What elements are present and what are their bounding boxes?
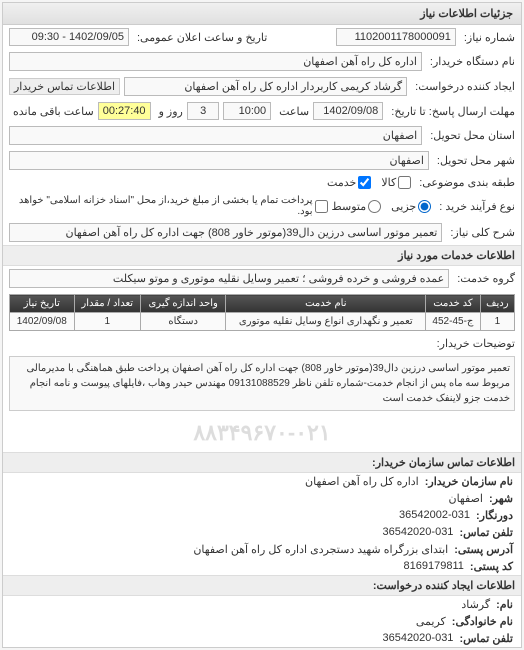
contact-post: 8169179811	[404, 560, 464, 573]
cell-unit: دستگاه	[140, 313, 226, 331]
buyer-org: اداره کل راه آهن اصفهان	[9, 52, 422, 71]
services-table: ردیف کد خدمت نام خدمت واحد اندازه گیری ت…	[9, 294, 515, 331]
col-unit: واحد اندازه گیری	[140, 295, 226, 313]
col-date: تاریخ نیاز	[10, 295, 75, 313]
lbl-time: ساعت	[275, 105, 309, 118]
lbl-remaining: ساعت باقی مانده	[9, 105, 94, 118]
col-code: کد خدمت	[426, 295, 481, 313]
announce-datetime: 1402/09/05 - 09:30	[9, 28, 129, 46]
cell-qty: 1	[74, 313, 140, 331]
checkbox-goods[interactable]	[398, 176, 411, 189]
lbl-contact-phone: تلفن تماس:	[459, 526, 513, 539]
province: اصفهان	[9, 126, 422, 145]
lbl-desc: توضیحات خریدار:	[433, 337, 515, 350]
process-group: جزیی متوسط	[332, 200, 432, 213]
subject: تعمیر موتور اساسی درزین دال39(موتور خاور…	[9, 223, 442, 242]
watermark-row: ۸۸۳۴۹۶۷۰-۰۲۱	[3, 414, 521, 452]
lbl-contact-fax: دورنگار:	[476, 509, 513, 522]
deadline-date: 1402/09/08	[313, 102, 383, 120]
contact-org: اداره کل راه آهن اصفهان	[305, 475, 419, 488]
cell-name: تعمیر و نگهداری انواع وسایل نقلیه موتوری	[226, 313, 426, 331]
lbl-city: شهر محل تحویل:	[433, 154, 515, 167]
req-phone: 36542020-031	[382, 632, 453, 645]
col-row: ردیف	[480, 295, 514, 313]
city: اصفهان	[9, 151, 429, 170]
check-treasury[interactable]: پرداخت تمام یا بخشی از مبلغ خرید،از محل …	[9, 195, 328, 217]
cell-code: ج-45-452	[426, 313, 481, 331]
radio-medium[interactable]: متوسط	[332, 200, 382, 213]
details-panel: جزئیات اطلاعات نیاز شماره نیاز: 11020011…	[2, 2, 522, 648]
lbl-days: روز و	[155, 105, 183, 118]
lbl-process: نوع فرآیند خرید :	[435, 200, 515, 213]
lbl-req-phone: تلفن تماس:	[459, 632, 513, 645]
table-row: 1 ج-45-452 تعمیر و نگهداری انواع وسایل ن…	[10, 313, 515, 331]
watermark: ۸۸۳۴۹۶۷۰-۰۲۱	[193, 420, 330, 445]
lbl-deadline: مهلت ارسال پاسخ: تا تاریخ:	[387, 105, 515, 118]
cell-date: 1402/09/08	[10, 313, 75, 331]
lbl-req-family: نام خانوادگی:	[452, 615, 513, 628]
lbl-buyer-org: نام دستگاه خریدار:	[426, 55, 515, 68]
lbl-contact-org: نام سازمان خریدار:	[425, 475, 513, 488]
contact-title: اطلاعات تماس سازمان خریدار:	[3, 452, 521, 473]
lbl-category: طبقه بندی موضوعی:	[415, 176, 515, 189]
lbl-contact-addr: آدرس پستی:	[454, 543, 513, 556]
remaining-time: 00:27:40	[98, 102, 151, 120]
contact-city: اصفهان	[449, 492, 483, 505]
buyer-description: تعمیر موتور اساسی درزین دال39(موتور خاور…	[9, 356, 515, 411]
radio-small-input[interactable]	[418, 200, 431, 213]
lbl-announce: تاریخ و ساعت اعلان عمومی:	[133, 31, 267, 44]
check-service[interactable]: خدمت	[327, 176, 371, 189]
lbl-contact-city: شهر:	[489, 492, 513, 505]
radio-small[interactable]: جزیی	[391, 200, 431, 213]
services-title: اطلاعات خدمات مورد نیاز	[3, 245, 521, 266]
col-name: نام خدمت	[226, 295, 426, 313]
contact-addr: ابتدای بزرگراه شهید دستجردی اداره کل راه…	[193, 543, 448, 556]
service-group: عمده فروشی و خرده فروشی ؛ تعمیر وسایل نق…	[9, 269, 449, 288]
checkbox-treasury[interactable]	[315, 200, 328, 213]
radio-medium-input[interactable]	[368, 200, 381, 213]
deadline-time: 10:00	[223, 102, 271, 120]
contact-phone: 36542020-031	[382, 526, 453, 539]
cell-row: 1	[480, 313, 514, 331]
check-goods[interactable]: کالا	[381, 176, 411, 189]
lbl-group: گروه خدمت:	[453, 272, 515, 285]
creator: گرشاد کریمی کاربردار اداره کل راه آهن اص…	[124, 77, 407, 96]
contact-link[interactable]: اطلاعات تماس خریدار	[9, 78, 120, 95]
table-header-row: ردیف کد خدمت نام خدمت واحد اندازه گیری ت…	[10, 295, 515, 313]
checkbox-service[interactable]	[358, 176, 371, 189]
requester-title: اطلاعات ایجاد کننده درخواست:	[3, 575, 521, 596]
lbl-number: شماره نیاز:	[460, 31, 515, 44]
need-number: 1102001178000091	[336, 28, 456, 46]
req-family: کریمی	[416, 615, 446, 628]
req-name: گرشاد	[461, 598, 490, 611]
panel-title: جزئیات اطلاعات نیاز	[3, 3, 521, 25]
lbl-req-name: نام:	[496, 598, 513, 611]
lbl-province: استان محل تحویل:	[426, 129, 515, 142]
col-qty: تعداد / مقدار	[74, 295, 140, 313]
contact-fax: 36542002-031	[399, 509, 470, 522]
lbl-creator: ایجاد کننده درخواست:	[411, 80, 515, 93]
lbl-subject: شرح کلی نیاز:	[446, 226, 515, 239]
category-group: کالا خدمت	[327, 176, 411, 189]
lbl-contact-post: کد پستی:	[470, 560, 513, 573]
days-left: 3	[187, 102, 220, 120]
